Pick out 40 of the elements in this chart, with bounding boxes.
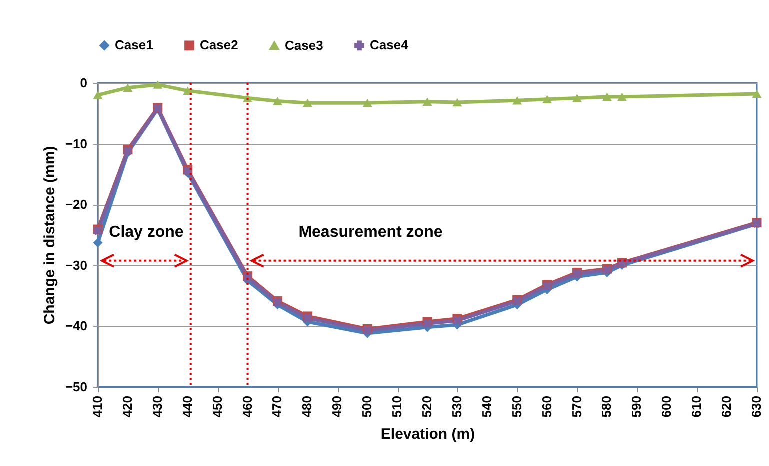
- x-tick-label: 480: [300, 396, 315, 418]
- annotation: Clay zone: [109, 224, 184, 241]
- y-tick-label: −50: [65, 380, 88, 394]
- x-tick-label: 520: [420, 396, 434, 418]
- x-tick-label: 460: [240, 396, 255, 418]
- legend-label: Case4: [370, 38, 410, 53]
- x-tick-label: 450: [210, 396, 225, 418]
- legend-label: Case1: [115, 38, 154, 53]
- x-tick-label: 600: [659, 396, 674, 418]
- x-tick-label: 510: [390, 396, 405, 418]
- x-tick-label: 590: [629, 396, 644, 418]
- x-tick-label: 440: [180, 396, 195, 418]
- x-tick-label: 570: [569, 396, 584, 418]
- y-tick-label: −40: [65, 318, 88, 334]
- x-axis-title: Elevation (m): [380, 426, 476, 443]
- x-tick-label: 500: [360, 396, 375, 418]
- x-tick-label: 560: [539, 396, 554, 418]
- x-tick-label: 470: [270, 396, 285, 418]
- x-tick-label: 490: [330, 396, 345, 418]
- x-tick-label: 430: [150, 396, 165, 418]
- y-tick-label: −20: [65, 197, 88, 212]
- y-tick-label: −30: [65, 258, 88, 273]
- annotation: Measurement zone: [298, 224, 443, 241]
- y-tick-label: 0: [80, 76, 88, 90]
- point: [272, 97, 282, 106]
- legend-label: Case3: [285, 38, 324, 53]
- y-tick-label: −10: [65, 136, 88, 152]
- x-tick-label: 530: [449, 396, 464, 418]
- x-tick-label: 580: [599, 396, 614, 418]
- x-tick-label: 550: [509, 396, 524, 418]
- x-tick-label: 620: [719, 396, 734, 418]
- y-axis-title: Change in distance (mm): [41, 146, 58, 325]
- x-tick-label: 630: [749, 396, 764, 418]
- point: [602, 92, 612, 102]
- legend-label: Case2: [200, 38, 238, 53]
- point: [572, 94, 582, 102]
- x-tick-label: 540: [479, 396, 494, 418]
- x-tick-label: 610: [689, 396, 704, 418]
- x-tick-label: 410: [90, 396, 105, 418]
- x-tick-label: 420: [120, 396, 135, 418]
